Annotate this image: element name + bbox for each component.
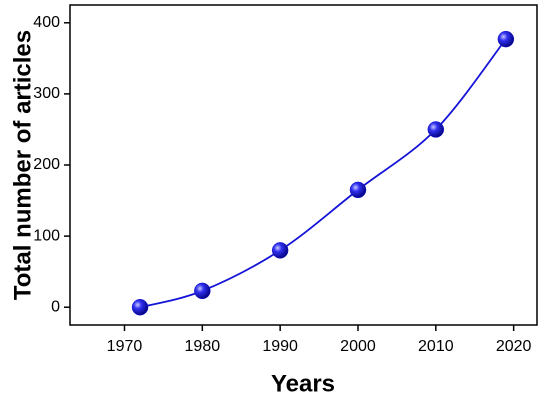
y-tick-label: 100 bbox=[33, 227, 60, 244]
fit-line bbox=[139, 38, 507, 309]
x-tick-label: 1970 bbox=[107, 338, 143, 355]
x-tick-label: 1990 bbox=[262, 338, 298, 355]
data-point bbox=[427, 121, 445, 138]
x-axis-title: Years bbox=[271, 370, 335, 397]
y-tick-label: 400 bbox=[33, 14, 60, 31]
x-tick-label: 2010 bbox=[418, 338, 454, 355]
x-tick-label: 2020 bbox=[496, 338, 532, 355]
y-tick-label: 300 bbox=[33, 85, 60, 102]
x-tick-label: 1980 bbox=[185, 338, 221, 355]
x-tick-label: 2000 bbox=[340, 338, 376, 355]
data-point bbox=[497, 30, 515, 48]
data-point bbox=[271, 242, 289, 259]
y-tick-label: 0 bbox=[51, 298, 60, 315]
y-axis-title: Total number of articles bbox=[9, 30, 36, 300]
data-point bbox=[131, 298, 149, 316]
y-tick-label: 200 bbox=[33, 156, 60, 173]
plot-frame bbox=[69, 4, 538, 326]
data-point bbox=[194, 282, 211, 300]
data-point bbox=[349, 181, 367, 199]
